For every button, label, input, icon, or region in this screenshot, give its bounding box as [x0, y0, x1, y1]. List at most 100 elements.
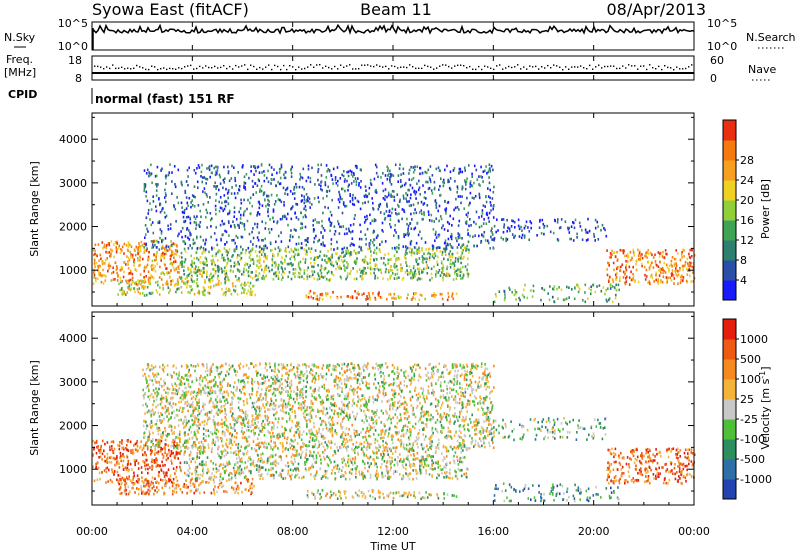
- scatter-cell: [147, 259, 149, 262]
- scatter-cell: [447, 229, 449, 232]
- scatter-cell: [252, 243, 254, 246]
- scatter-cell: [172, 490, 174, 493]
- scatter-cell: [207, 212, 209, 215]
- scatter-cell: [331, 214, 333, 217]
- scatter-cell: [373, 458, 375, 461]
- scatter-cell: [521, 226, 523, 229]
- nave-dot: [451, 67, 452, 68]
- scatter-cell: [251, 271, 253, 274]
- scatter-cell: [284, 268, 286, 271]
- scatter-cell: [155, 205, 157, 208]
- nave-dot: [406, 67, 407, 68]
- scatter-cell: [313, 258, 315, 261]
- scatter-cell: [305, 209, 307, 212]
- scatter-cell: [252, 463, 254, 466]
- scatter-cell: [273, 477, 275, 480]
- scatter-cell: [176, 484, 178, 487]
- scatter-cell: [202, 470, 204, 473]
- scatter-cell: [189, 238, 191, 241]
- scatter-cell: [308, 247, 310, 250]
- scatter-cell: [438, 220, 440, 223]
- scatter-cell: [431, 294, 433, 297]
- scatter-cell: [117, 279, 119, 282]
- scatter-cell: [151, 246, 153, 249]
- scatter-cell: [284, 216, 286, 219]
- scatter-cell: [459, 458, 461, 461]
- nave-dot: [112, 64, 113, 65]
- scatter-cell: [433, 294, 435, 297]
- scatter-cell: [106, 257, 108, 260]
- colorbar-segment: [723, 220, 736, 241]
- scatter-cell: [151, 240, 153, 243]
- scatter-cell: [140, 273, 142, 276]
- colorbar-segment: [723, 240, 736, 261]
- scatter-cell: [421, 209, 423, 212]
- scatter-cell: [179, 255, 181, 258]
- scatter-cell: [552, 296, 554, 299]
- scatter-cell: [405, 234, 407, 237]
- scatter-cell: [365, 233, 367, 236]
- scatter-cell: [421, 213, 423, 216]
- scatter-cell: [254, 465, 256, 468]
- scatter-cell: [585, 229, 587, 232]
- scatter-cell: [137, 279, 139, 282]
- scatter-cell: [216, 476, 218, 479]
- scatter-cell: [355, 197, 357, 200]
- scatter-cell: [521, 237, 523, 240]
- scatter-cell: [467, 245, 469, 248]
- scatter-cell: [308, 292, 310, 295]
- scatter-cell: [211, 276, 213, 279]
- scatter-cell: [132, 487, 134, 490]
- scatter-cell: [242, 164, 244, 167]
- scatter-cell: [170, 283, 172, 286]
- scatter-cell: [271, 228, 273, 231]
- scatter-cell: [365, 185, 367, 188]
- scatter-cell: [172, 279, 174, 282]
- scatter-cell: [105, 470, 107, 473]
- nave-dot: [505, 67, 506, 68]
- scatter-cell: [263, 245, 265, 248]
- scatter-cell: [102, 263, 104, 266]
- scatter-cell: [479, 197, 481, 200]
- scatter-cell: [143, 287, 145, 290]
- scatter-cell: [320, 467, 322, 470]
- scatter-cell: [265, 266, 267, 269]
- scatter-cell: [370, 272, 372, 275]
- nave-dot: [607, 66, 608, 67]
- scatter-cell: [217, 283, 219, 286]
- scatter-cell: [480, 241, 482, 244]
- scatter-cell: [167, 225, 169, 228]
- scatter-cell: [455, 260, 457, 263]
- scatter-cell: [286, 218, 288, 221]
- scatter-cell: [341, 256, 343, 259]
- scatter-cell: [326, 255, 328, 258]
- scatter-cell: [424, 191, 426, 194]
- scatter-cell: [234, 262, 236, 265]
- scatter-cell: [387, 450, 389, 453]
- scatter-cell: [431, 189, 433, 192]
- scatter-cell: [455, 257, 457, 260]
- nave-dot: [679, 68, 680, 69]
- scatter-cell: [327, 250, 329, 253]
- scatter-cell: [486, 222, 488, 225]
- scatter-cell: [294, 228, 296, 231]
- scatter-cell: [102, 269, 104, 272]
- nave-dot: [223, 65, 224, 66]
- scatter-cell: [191, 276, 193, 279]
- scatter-cell: [306, 193, 308, 196]
- scatter-cell: [261, 248, 263, 251]
- scatter-cell: [362, 460, 364, 463]
- scatter-cell: [124, 479, 126, 482]
- scatter-cell: [330, 278, 332, 281]
- scatter-cell: [113, 473, 115, 476]
- scatter-cell: [450, 259, 452, 262]
- scatter-cell: [620, 249, 622, 252]
- scatter-cell: [407, 194, 409, 197]
- scatter-cell: [452, 256, 454, 259]
- scatter-cell: [215, 213, 217, 216]
- scatter-cell: [316, 221, 318, 224]
- scatter-cell: [574, 298, 576, 301]
- scatter-cell: [233, 215, 235, 218]
- scatter-cell: [130, 272, 132, 275]
- scatter-cell: [141, 281, 143, 284]
